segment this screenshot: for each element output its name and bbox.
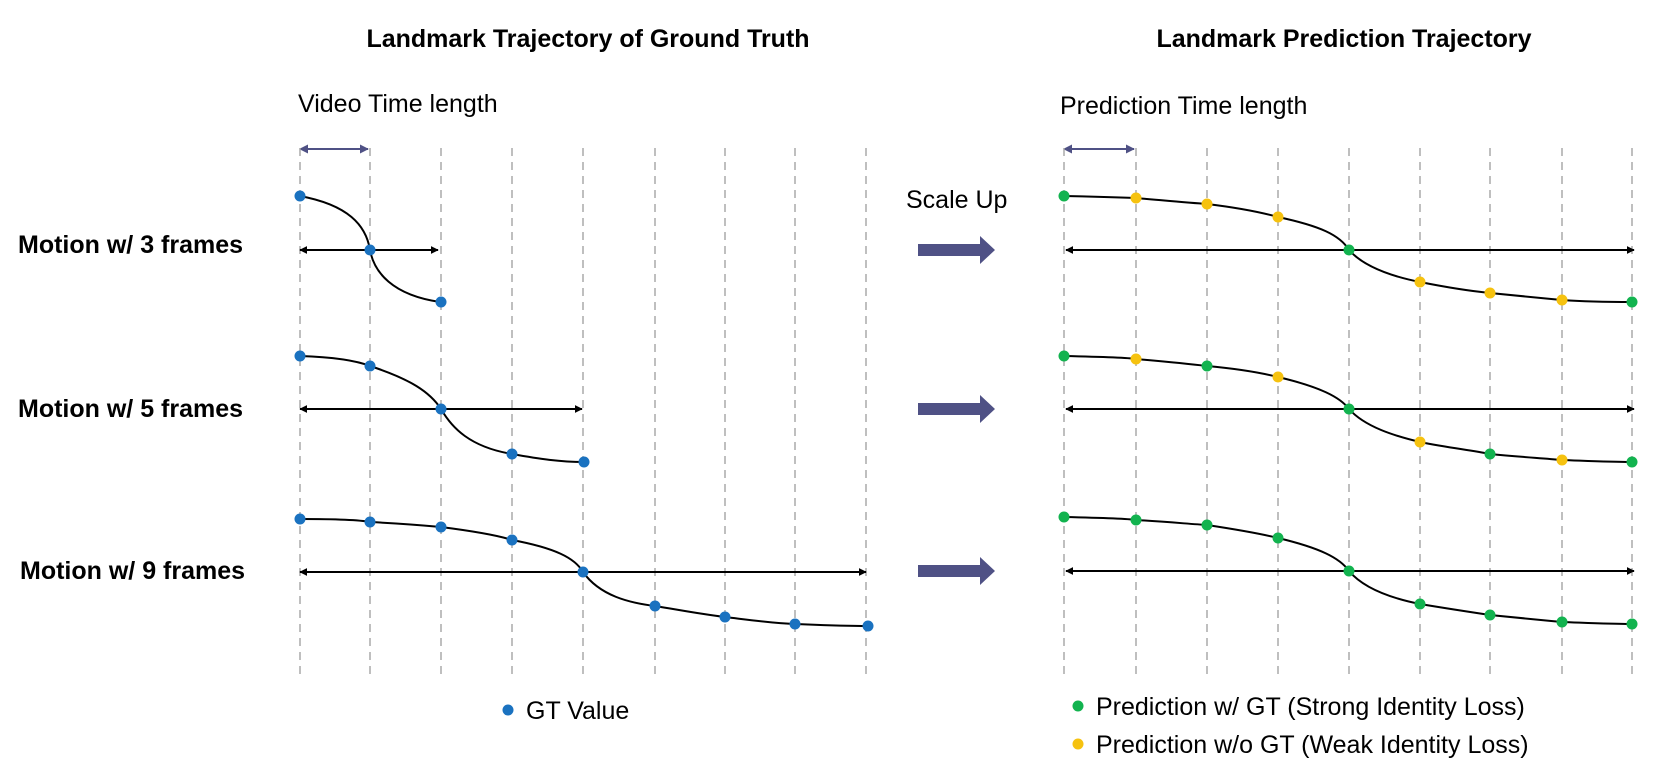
left-gridlines: [299, 148, 867, 676]
pred-point-row3-1: [1058, 511, 1070, 523]
legend-gt-marker: [502, 704, 514, 716]
gt-point-row2-1: [294, 350, 306, 362]
legend-gt-value: GT Value: [526, 697, 629, 725]
gt-point-row3-6: [649, 600, 661, 612]
scale-up-arrow-3: [918, 557, 995, 585]
scale-up-arrow-2: [918, 395, 995, 423]
gt-point-row2-2: [364, 360, 376, 372]
pred-point-row1-9: [1626, 296, 1638, 308]
pred-point-row3-2: [1130, 514, 1142, 526]
left-title: Landmark Trajectory of Ground Truth: [366, 25, 809, 53]
legend-left: GT Value: [502, 697, 629, 725]
gt-point-row3-5: [577, 566, 589, 578]
pred-point-row1-6: [1414, 276, 1426, 288]
scale-up-arrow-1: [918, 236, 995, 264]
left-subtitle: Video Time length: [298, 90, 498, 118]
gt-row-5-frames: [294, 350, 590, 468]
pred-point-row2-2: [1130, 353, 1142, 365]
scale-up-label: Scale Up: [906, 186, 1007, 214]
pred-point-row2-9: [1626, 456, 1638, 468]
pred-point-row1-8: [1556, 294, 1568, 306]
gt-point-row3-1: [294, 513, 306, 525]
gt-point-row1-3: [435, 296, 447, 308]
right-title: Landmark Prediction Trajectory: [1156, 25, 1531, 53]
pred-row-9-frames: [1058, 511, 1638, 630]
gt-point-row3-4: [506, 534, 518, 546]
pred-point-row1-4: [1272, 211, 1284, 223]
pred-point-row3-7: [1484, 609, 1496, 621]
legend-pred-nogt: Prediction w/o GT (Weak Identity Loss): [1096, 731, 1529, 759]
gt-row-9-frames: [294, 513, 874, 632]
row-label-3-frames: Motion w/ 3 frames: [18, 231, 243, 259]
gt-point-row3-9: [862, 620, 874, 632]
pred-point-row1-2: [1130, 192, 1142, 204]
pred-point-row1-3: [1201, 198, 1213, 210]
gt-row-3-frames: [294, 190, 447, 308]
gt-point-row2-3: [435, 403, 447, 415]
gt-point-row3-2: [364, 516, 376, 528]
right-subtitle: Prediction Time length: [1060, 92, 1307, 120]
row-label-9-frames: Motion w/ 9 frames: [20, 557, 245, 585]
row-label-5-frames: Motion w/ 5 frames: [18, 395, 243, 423]
pred-point-row3-4: [1272, 532, 1284, 544]
pred-point-row1-1: [1058, 190, 1070, 202]
pred-point-row3-3: [1201, 519, 1213, 531]
legend-right: Prediction w/ GT (Strong Identity Loss) …: [1072, 693, 1529, 759]
pred-point-row2-8: [1556, 454, 1568, 466]
right-gridlines: [1063, 148, 1633, 676]
pred-point-row3-6: [1414, 598, 1426, 610]
pred-point-row2-7: [1484, 448, 1496, 460]
legend-pred-gt-marker: [1072, 700, 1084, 712]
pred-point-row2-3: [1201, 360, 1213, 372]
gt-point-row1-1: [294, 190, 306, 202]
pred-row-3-frames: [1058, 190, 1638, 308]
gt-point-row3-8: [789, 618, 801, 630]
legend-pred-nogt-marker: [1072, 738, 1084, 750]
gt-point-row2-5: [578, 456, 590, 468]
pred-point-row2-5: [1343, 403, 1355, 415]
pred-point-row1-7: [1484, 287, 1496, 299]
pred-point-row1-5: [1343, 244, 1355, 256]
pred-point-row3-5: [1343, 565, 1355, 577]
pred-point-row2-4: [1272, 371, 1284, 383]
gt-point-row2-4: [506, 448, 518, 460]
gt-point-row3-7: [719, 611, 731, 623]
pred-point-row2-1: [1058, 350, 1070, 362]
pred-row-5-frames: [1058, 350, 1638, 468]
gt-point-row1-2: [364, 244, 376, 256]
pred-point-row3-8: [1556, 616, 1568, 628]
pred-point-row3-9: [1626, 618, 1638, 630]
legend-pred-gt: Prediction w/ GT (Strong Identity Loss): [1096, 693, 1525, 721]
pred-point-row2-6: [1414, 436, 1426, 448]
gt-point-row3-3: [435, 521, 447, 533]
